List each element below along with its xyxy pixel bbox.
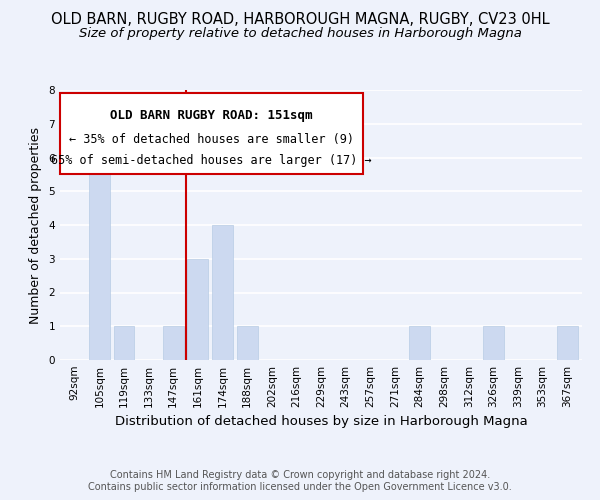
Text: Contains public sector information licensed under the Open Government Licence v3: Contains public sector information licen… [88,482,512,492]
Bar [409,326,430,360]
Bar [236,326,257,360]
Text: OLD BARN RUGBY ROAD: 151sqm: OLD BARN RUGBY ROAD: 151sqm [110,109,313,122]
Text: Contains HM Land Registry data © Crown copyright and database right 2024.: Contains HM Land Registry data © Crown c… [110,470,490,480]
Text: 65% of semi-detached houses are larger (17) →: 65% of semi-detached houses are larger (… [51,154,371,168]
Bar [483,326,504,360]
Text: Size of property relative to detached houses in Harborough Magna: Size of property relative to detached ho… [79,28,521,40]
Bar [557,326,578,360]
Y-axis label: Number of detached properties: Number of detached properties [29,126,41,324]
Bar [187,259,208,360]
Text: OLD BARN, RUGBY ROAD, HARBOROUGH MAGNA, RUGBY, CV23 0HL: OLD BARN, RUGBY ROAD, HARBOROUGH MAGNA, … [50,12,550,28]
Text: ← 35% of detached houses are smaller (9): ← 35% of detached houses are smaller (9) [69,133,354,146]
Bar [89,124,110,360]
Bar [163,326,184,360]
Bar [113,326,134,360]
X-axis label: Distribution of detached houses by size in Harborough Magna: Distribution of detached houses by size … [115,416,527,428]
FancyBboxPatch shape [60,92,363,174]
Bar [212,225,233,360]
